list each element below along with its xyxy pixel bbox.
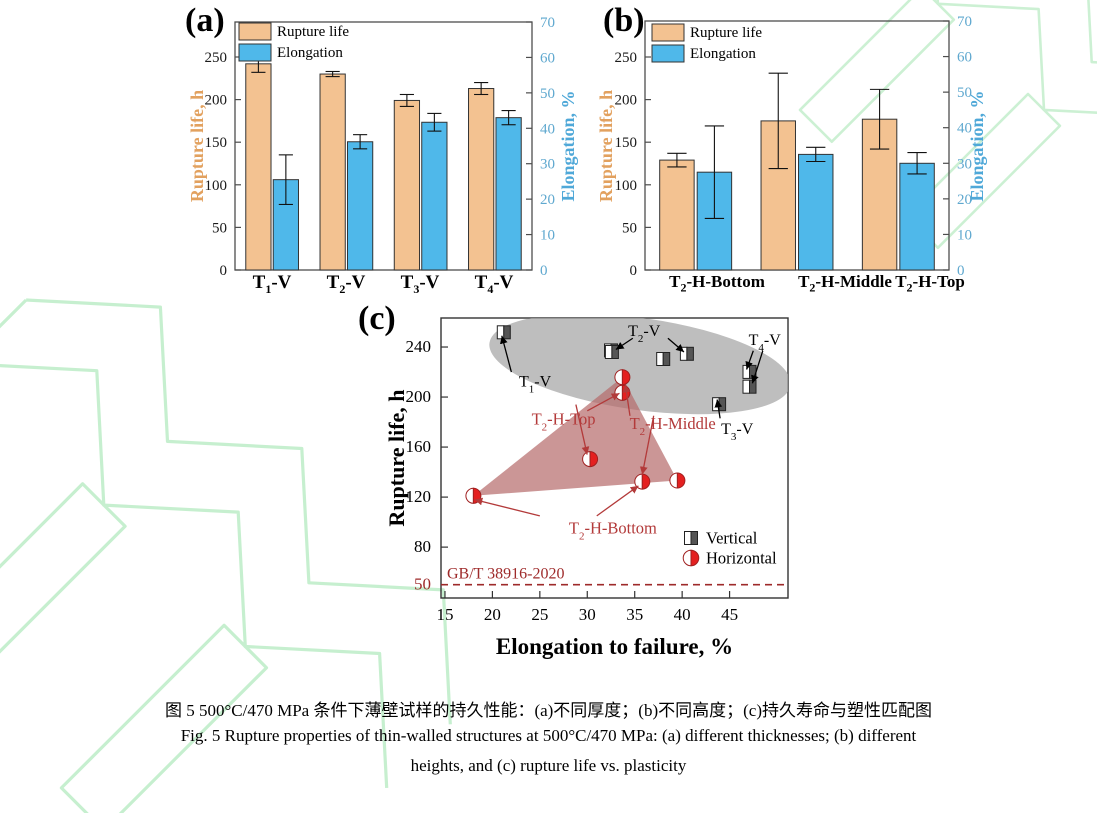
svg-text:Elongation to failure, %: Elongation to failure, % [496, 634, 733, 659]
svg-text:Horizontal: Horizontal [706, 549, 777, 568]
svg-text:Rupture life: Rupture life [690, 25, 762, 41]
svg-text:Vertical: Vertical [706, 529, 758, 548]
svg-text:T1-V: T1-V [519, 373, 552, 395]
svg-text:Rupture life: Rupture life [277, 24, 349, 40]
svg-text:25: 25 [531, 605, 548, 624]
svg-text:GB/T 38916-2020: GB/T 38916-2020 [447, 566, 564, 583]
svg-text:45: 45 [721, 605, 738, 624]
svg-text:30: 30 [579, 605, 596, 624]
svg-text:40: 40 [674, 605, 691, 624]
svg-text:15: 15 [436, 605, 453, 624]
svg-text:20: 20 [484, 605, 501, 624]
svg-text:Elongation: Elongation [690, 46, 756, 62]
svg-text:T3-V: T3-V [721, 421, 754, 443]
svg-text:35: 35 [626, 605, 643, 624]
svg-text:80: 80 [414, 537, 431, 556]
svg-text:Elongation: Elongation [277, 45, 343, 61]
svg-text:T2-H-Bottom: T2-H-Bottom [569, 518, 657, 542]
svg-text:50: 50 [414, 575, 431, 594]
